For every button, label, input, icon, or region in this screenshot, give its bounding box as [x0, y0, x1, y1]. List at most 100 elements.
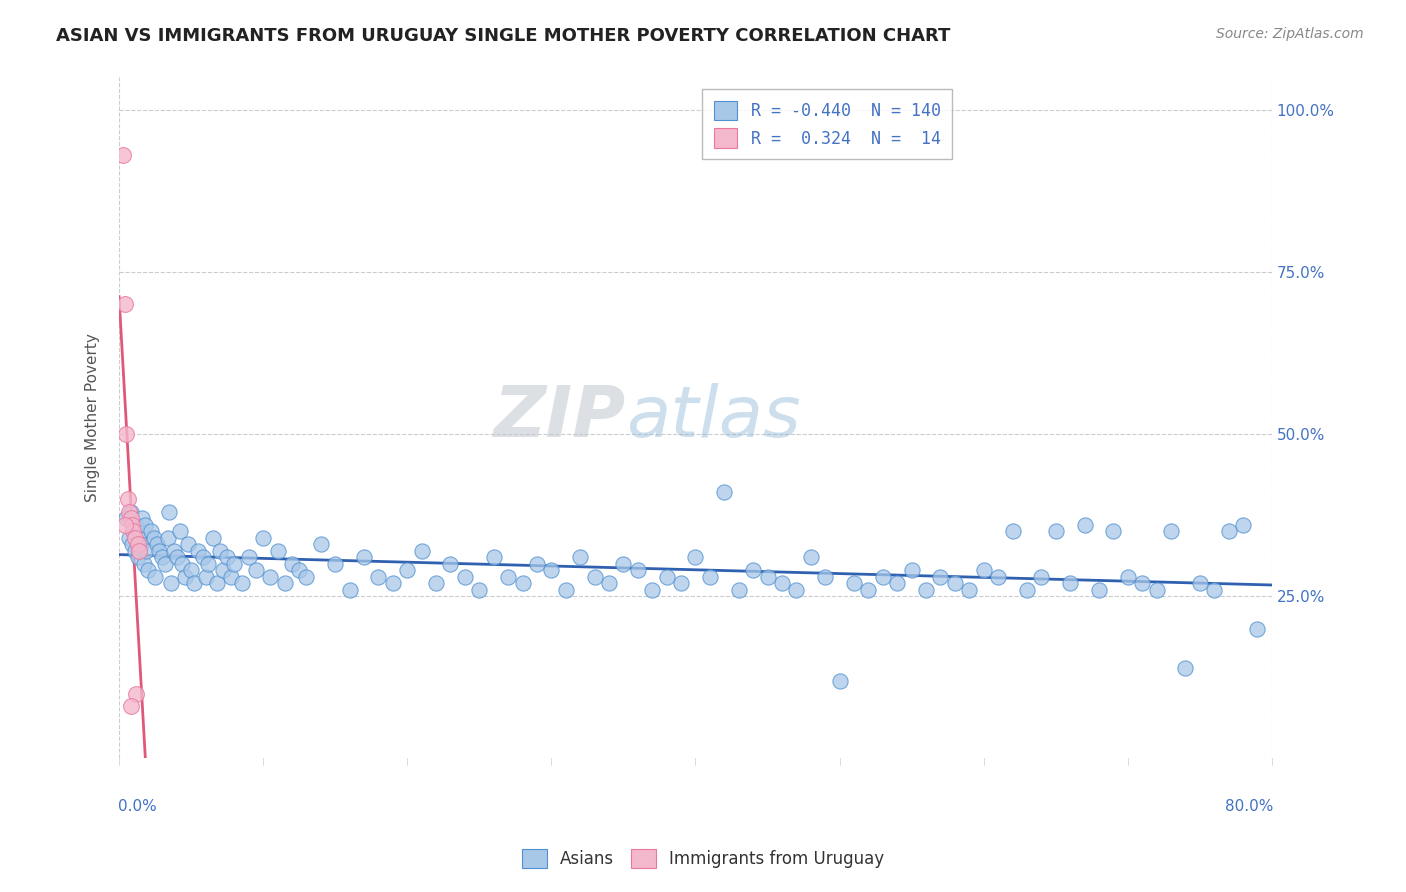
Point: [295, 570, 318, 584]
Legend: R = -0.440  N = 140, R =  0.324  N =  14: R = -0.440 N = 140, R = 0.324 N = 14: [702, 89, 952, 160]
Point: [727, 582, 749, 597]
Point: [231, 576, 253, 591]
Point: [842, 576, 865, 591]
Point: [174, 570, 197, 584]
Point: [512, 576, 534, 591]
Point: [205, 576, 228, 591]
Point: [943, 576, 966, 591]
Point: [281, 557, 304, 571]
Point: [756, 570, 779, 584]
Point: [886, 576, 908, 591]
Point: [685, 550, 707, 565]
Point: [425, 576, 447, 591]
Point: [742, 563, 765, 577]
Point: [118, 531, 141, 545]
Point: [124, 544, 146, 558]
Text: ZIP: ZIP: [494, 384, 626, 452]
Legend: Asians, Immigrants from Uruguay: Asians, Immigrants from Uruguay: [515, 842, 891, 875]
Point: [699, 570, 721, 584]
Point: [973, 563, 995, 577]
Point: [915, 582, 938, 597]
Text: 80.0%: 80.0%: [1225, 799, 1272, 814]
Point: [221, 570, 243, 584]
Point: [1031, 570, 1053, 584]
Point: [121, 537, 143, 551]
Point: [117, 491, 139, 506]
Point: [274, 576, 297, 591]
Point: [134, 517, 156, 532]
Point: [396, 563, 419, 577]
Point: [655, 570, 678, 584]
Point: [1015, 582, 1038, 597]
Point: [122, 524, 145, 539]
Point: [1204, 582, 1226, 597]
Point: [160, 576, 183, 591]
Text: Source: ZipAtlas.com: Source: ZipAtlas.com: [1216, 27, 1364, 41]
Point: [159, 505, 181, 519]
Point: [127, 537, 149, 551]
Point: [1174, 660, 1197, 674]
Point: [148, 544, 170, 558]
Point: [172, 557, 194, 571]
Point: [259, 570, 281, 584]
Point: [339, 582, 361, 597]
Point: [120, 699, 142, 714]
Point: [142, 531, 165, 545]
Point: [169, 524, 191, 539]
Point: [468, 582, 491, 597]
Point: [187, 544, 209, 558]
Point: [145, 537, 167, 551]
Point: [1102, 524, 1125, 539]
Point: [288, 563, 311, 577]
Point: [1160, 524, 1182, 539]
Point: [150, 550, 173, 565]
Point: [114, 517, 136, 532]
Point: [114, 297, 136, 311]
Point: [1045, 524, 1067, 539]
Point: [122, 524, 145, 539]
Point: [125, 686, 148, 700]
Point: [163, 544, 186, 558]
Point: [180, 563, 202, 577]
Point: [194, 570, 217, 584]
Point: [323, 557, 346, 571]
Point: [1088, 582, 1111, 597]
Point: [217, 550, 239, 565]
Point: [583, 570, 606, 584]
Point: [1116, 570, 1139, 584]
Point: [872, 570, 894, 584]
Point: [208, 544, 231, 558]
Point: [115, 427, 138, 442]
Point: [411, 544, 433, 558]
Text: ASIAN VS IMMIGRANTS FROM URUGUAY SINGLE MOTHER POVERTY CORRELATION CHART: ASIAN VS IMMIGRANTS FROM URUGUAY SINGLE …: [56, 27, 950, 45]
Point: [1188, 576, 1211, 591]
Text: atlas: atlas: [626, 384, 801, 452]
Point: [197, 557, 219, 571]
Point: [121, 517, 143, 532]
Point: [785, 582, 807, 597]
Point: [929, 570, 952, 584]
Point: [627, 563, 650, 577]
Point: [641, 582, 664, 597]
Point: [569, 550, 592, 565]
Point: [1146, 582, 1168, 597]
Point: [118, 505, 141, 519]
Point: [136, 563, 159, 577]
Point: [1059, 576, 1081, 591]
Point: [1232, 517, 1254, 532]
Point: [120, 511, 142, 525]
Point: [669, 576, 692, 591]
Point: [454, 570, 477, 584]
Point: [177, 537, 200, 551]
Point: [132, 557, 155, 571]
Point: [987, 570, 1010, 584]
Point: [554, 582, 576, 597]
Point: [135, 544, 157, 558]
Point: [127, 550, 149, 565]
Point: [245, 563, 267, 577]
Point: [128, 531, 150, 545]
Point: [112, 148, 135, 162]
Point: [120, 505, 142, 519]
Point: [957, 582, 980, 597]
Point: [1130, 576, 1153, 591]
